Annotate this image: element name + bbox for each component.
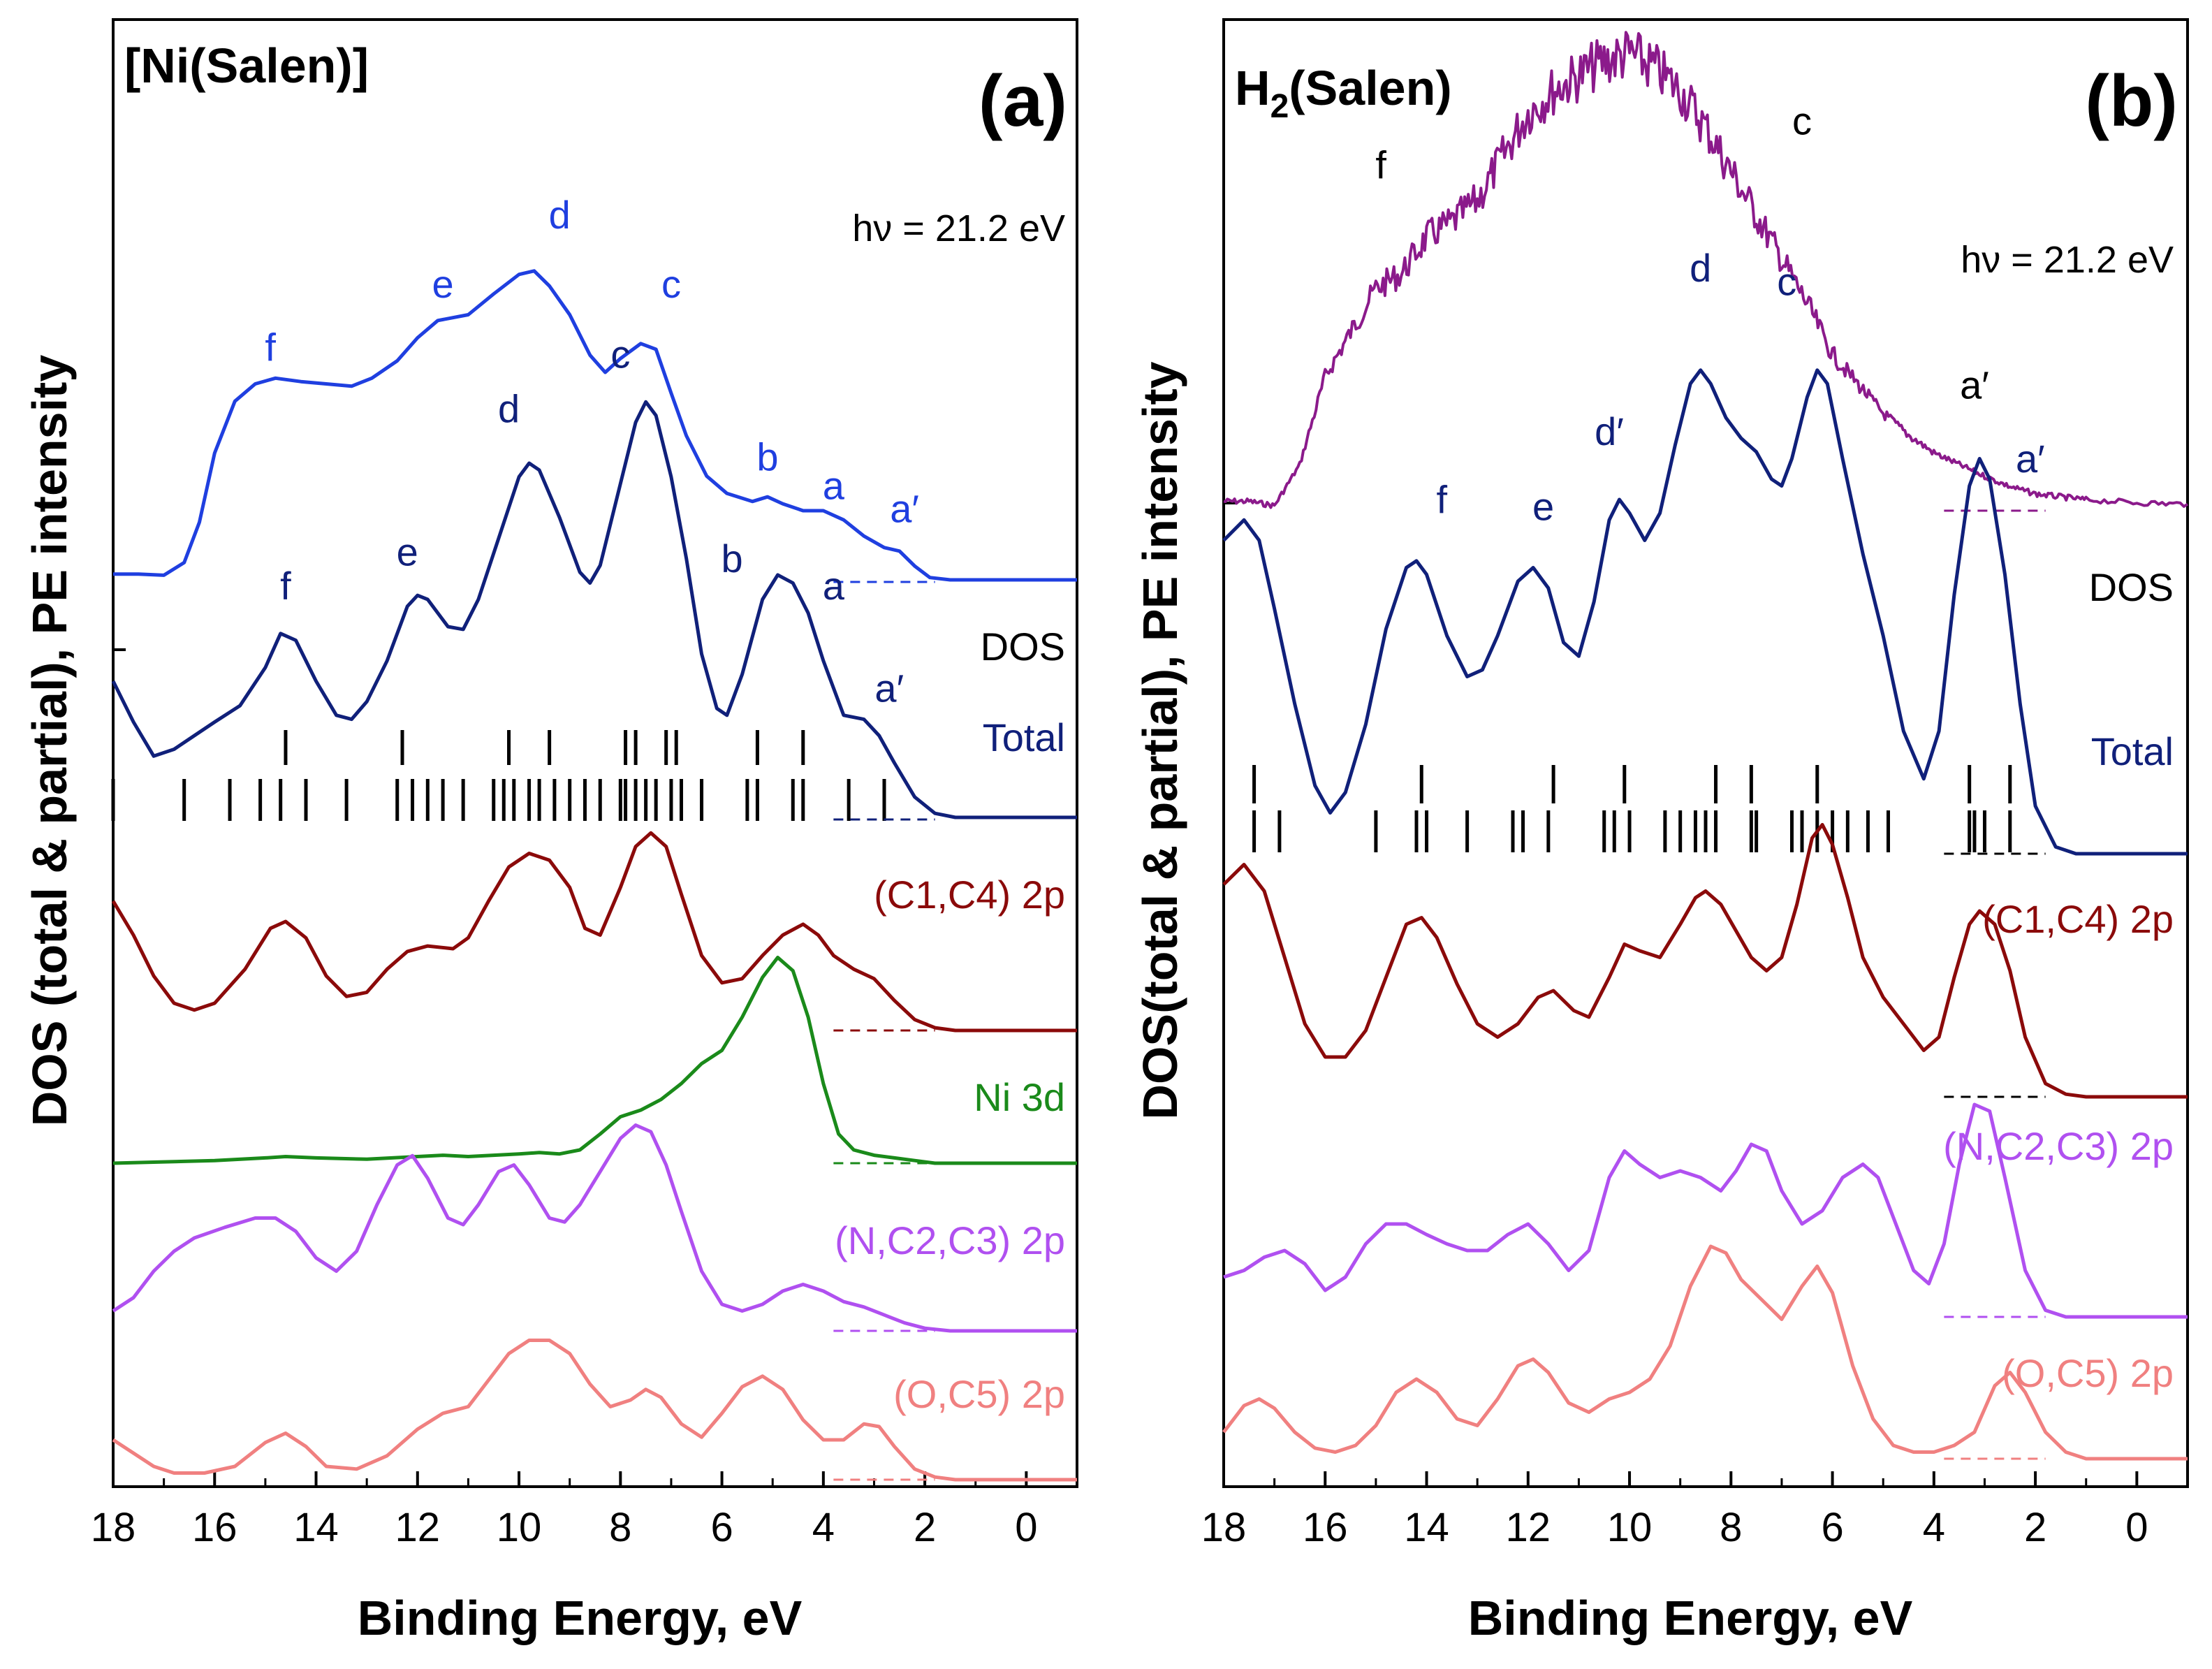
peak-labels-a: d e f c b a a′ c d e f b a a′ — [265, 193, 919, 710]
series-a — [111, 269, 1077, 1482]
label-ni3d-a: Ni 3d — [974, 1075, 1065, 1119]
series-line-pes — [113, 269, 1077, 582]
x-ticks-a: 18 16 14 12 10 8 6 4 2 0 — [91, 1471, 1078, 1550]
peak-label: d — [1690, 246, 1711, 290]
peak-label: f — [265, 326, 276, 370]
series-line-c1c42p — [1222, 823, 2188, 1099]
label-oc5-b: (O,C5) 2p — [2002, 1351, 2174, 1395]
label-total-a: Total — [983, 715, 1065, 759]
label-c14-a: (C1,C4) 2p — [874, 873, 1065, 917]
x-tick-label: 18 — [1201, 1505, 1247, 1550]
label-nc23-a: (N,C2,C3) 2p — [835, 1218, 1065, 1262]
x-ticks-b: 18 16 14 12 10 8 6 4 2 0 — [1201, 1471, 2189, 1550]
peak-label: c — [610, 333, 630, 377]
panel-label-b: (b) — [2085, 61, 2178, 142]
series-line-c1c42p — [111, 831, 1077, 1033]
x-tick-label: 12 — [395, 1505, 441, 1550]
peak-label: d′ — [1595, 409, 1624, 453]
peak-label: d — [549, 193, 571, 237]
peak-label: c — [1792, 99, 1812, 143]
series-line-oc52p — [112, 1339, 1077, 1482]
x-tick-label: 10 — [1607, 1505, 1653, 1550]
peak-label: f — [1375, 143, 1386, 187]
x-tick-label: 10 — [497, 1505, 542, 1550]
y-axis-label-b: DOS(total & partial), PE intensity — [1133, 361, 1187, 1119]
label-c14-b: (C1,C4) 2p — [1982, 897, 2174, 941]
panel-a: [Ni(Salen)] (a) hν = 21.2 eV DOS (total … — [22, 18, 1078, 1645]
x-tick-label: 0 — [1015, 1505, 1037, 1550]
peak-label: a′ — [2016, 437, 2045, 481]
x-axis-label-b: Binding Energy, eV — [1468, 1591, 1913, 1645]
plot-frame-a — [112, 18, 1078, 1488]
x-tick-label: 6 — [710, 1505, 733, 1550]
peak-label: a′ — [890, 487, 919, 531]
x-tick-label: 18 — [91, 1505, 136, 1550]
x-tick-label: 14 — [1404, 1505, 1449, 1550]
peak-label: c — [1777, 260, 1796, 304]
x-tick-label: 6 — [1821, 1505, 1843, 1550]
series-line-pes — [1223, 31, 2189, 509]
peak-label: b — [722, 537, 743, 581]
sticks-b — [1252, 765, 2012, 852]
series-line-nc2c32p — [1223, 1102, 2188, 1319]
label-total-b: Total — [2091, 729, 2174, 773]
series-b — [1222, 31, 2189, 1461]
x-axis-label-a: Binding Energy, eV — [358, 1591, 803, 1645]
peak-label: f — [280, 564, 291, 608]
x-tick-label: 8 — [1720, 1505, 1742, 1550]
peak-label: a′ — [1960, 363, 1989, 407]
peak-label: e — [1532, 484, 1554, 528]
panel-b: H2(Salen) (b) hν = 21.2 eV DOS(total & p… — [1133, 18, 2189, 1645]
label-oc5-a: (O,C5) 2p — [893, 1372, 1065, 1416]
peak-label: e — [397, 530, 418, 574]
series-line-ni3d — [112, 956, 1077, 1165]
peak-label: d — [498, 387, 520, 431]
peak-labels-b: edfca′dcd′fea′ — [1375, 99, 2045, 529]
chart-title-a: [Ni(Salen)] — [124, 38, 369, 93]
x-tick-label: 16 — [1303, 1505, 1348, 1550]
baseline-dashes-b — [1944, 509, 2046, 1460]
peak-label: b — [756, 435, 778, 479]
x-tick-label: 8 — [609, 1505, 631, 1550]
series-line-nc2c32p — [112, 1123, 1077, 1333]
photon-energy-a: hν = 21.2 eV — [852, 207, 1065, 249]
label-dos-b: DOS — [2089, 565, 2174, 609]
x-tick-label: 2 — [914, 1505, 936, 1550]
sticks-a — [111, 730, 886, 821]
chart-title-b: H2(Salen) — [1235, 61, 1452, 125]
peak-label: a — [823, 464, 845, 508]
label-dos-a: DOS — [981, 625, 1065, 669]
series-line-total — [1222, 368, 2188, 856]
x-tick-label: 12 — [1506, 1505, 1551, 1550]
peak-label: c — [661, 262, 681, 306]
baseline-dashes-a — [833, 581, 935, 1481]
label-nc23-b: (N,C2,C3) 2p — [1943, 1124, 2174, 1168]
x-tick-label: 16 — [192, 1505, 237, 1550]
photon-energy-b: hν = 21.2 eV — [1961, 239, 2174, 281]
x-tick-label: 4 — [812, 1505, 835, 1550]
panel-label-a: (a) — [979, 61, 1067, 142]
x-tick-label: 2 — [2024, 1505, 2046, 1550]
peak-label: a′ — [874, 666, 904, 710]
x-tick-label: 0 — [2125, 1505, 2148, 1550]
x-tick-label: 14 — [293, 1505, 339, 1550]
x-tick-label: 4 — [1923, 1505, 1945, 1550]
peak-label: f — [1437, 478, 1448, 522]
peak-label: e — [432, 262, 454, 306]
plot-frame-b — [1222, 18, 2189, 1488]
peak-label: a — [823, 564, 845, 608]
series-line-oc52p — [1222, 1244, 2188, 1461]
y-axis-label-a: DOS (total & partial), PE intensity — [22, 355, 77, 1127]
series-line-total — [111, 400, 1077, 819]
